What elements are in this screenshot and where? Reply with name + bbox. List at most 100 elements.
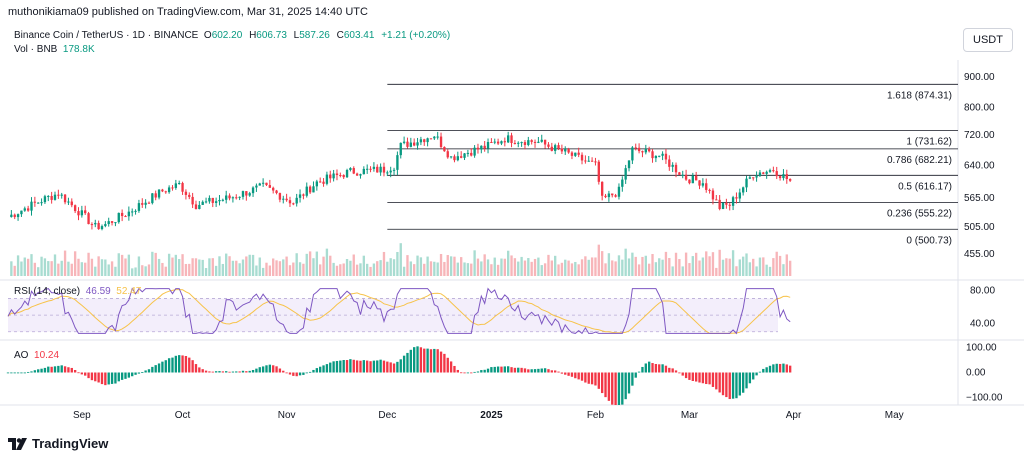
ao-bar [90,372,94,381]
symbol-legend[interactable]: Binance Coin / TetherUS · 1D · BINANCE O… [14,30,454,41]
tradingview-footer[interactable]: TradingView [8,436,108,451]
ao-bar [523,368,527,373]
ao-bar [295,372,298,377]
volume-bar [658,258,661,276]
ao-bar [557,371,560,373]
volume-bar [691,256,694,276]
ao-bar [386,361,389,373]
volume-bar [483,254,486,276]
volume-bar [164,266,167,276]
candle-body [376,166,379,173]
volume-bar [728,258,731,276]
candle-body [745,178,748,188]
ao-bar [644,363,647,373]
ao-bar [674,370,678,373]
volume-bar [298,262,302,276]
ao-legend[interactable]: AO 10.24 [14,350,59,361]
candle-body [33,201,37,203]
candle-body [510,135,513,144]
ao-bar [131,372,134,377]
ao-bar [577,372,580,380]
volume-bar [500,258,503,276]
volume-bar [788,260,792,276]
candle-body [553,145,557,151]
price-candles [10,131,792,231]
time-label-dec: Dec [378,410,396,421]
fib-label-1: 1 (731.62) [906,137,952,148]
rsi-legend[interactable]: RSI (14, close) 46.59 52.47 [14,286,141,297]
candle-body [26,208,30,211]
ao-bar [762,368,765,373]
volume-bar [443,261,446,276]
volume-bar [513,258,517,276]
ao-bar [456,369,459,373]
candle-body [590,160,594,162]
volume-bar [782,264,785,276]
volume-bar [725,258,728,276]
volume-bar [104,259,107,276]
volume-bar [466,263,470,276]
ao-bar [335,360,339,373]
ao-bar [634,372,637,378]
volume-bar [654,262,658,276]
ao-tick-1: 0.00 [966,368,986,379]
ao-bar [80,372,84,375]
volume-legend[interactable]: Vol · BNB 178.8K [14,44,95,55]
fib-label-5: 0 (500.73) [906,235,952,246]
price-axis[interactable]: 455.00 505.00 565.00 640.00 720.00 800.00 900.… [964,72,995,260]
candle-body [188,194,191,197]
volume-bar [463,262,466,276]
volume-bar [248,254,251,276]
ao-bar [409,349,413,373]
volume-bar [379,260,382,276]
ao-bar [144,370,147,373]
volume-bar [637,264,641,276]
volume-bar [339,264,342,276]
candle-body [43,196,47,203]
volume-bar [765,264,768,276]
ao-bar [282,370,285,373]
candle-body [147,202,151,204]
ao-bar [483,369,486,373]
volume-bar [621,259,624,276]
candle-body [661,153,664,156]
time-label-2025: 2025 [480,410,503,421]
ao-bar [117,372,120,382]
ao-bar [678,372,681,374]
candle-body [382,166,386,173]
ao-bar [473,371,476,373]
candle-body [218,199,221,202]
candle-body [201,201,204,205]
ao-bar [416,346,419,373]
ao-bar [265,365,268,373]
ao-bar [382,360,386,373]
currency-selector[interactable]: USDT [963,28,1013,52]
ao-bar [275,366,278,373]
ao-bar [298,372,302,376]
volume-bar [543,263,547,276]
ao-bar [188,357,191,373]
tradingview-logo-icon [8,437,27,450]
fib-label-2: 0.786 (682.21) [887,155,952,166]
volume-bar [288,265,292,276]
volume-bar [198,259,201,276]
candle-body [110,221,114,223]
ao-bar [758,371,762,373]
ao-bar [231,371,235,373]
ao-bar [496,366,500,373]
ao-bar [560,372,564,374]
ao-bar [647,361,651,373]
ao-bar [654,364,658,373]
volume-bar [453,256,456,276]
volume-bar [312,258,315,276]
candle-body [402,141,406,143]
candle-body [500,141,503,144]
time-axis[interactable]: Sep Oct Nov Dec 2025 Feb Mar Apr May [73,410,904,421]
volume-bar [114,266,117,276]
fibonacci-retracement[interactable]: 1.618 (874.31) 1 (731.62) 0.786 (682.21) 0.… [387,83,958,246]
rsi-tick-0: 40.00 [970,318,995,329]
candle-body [319,181,322,183]
ao-bar [694,372,698,382]
volume-bar [221,263,225,276]
